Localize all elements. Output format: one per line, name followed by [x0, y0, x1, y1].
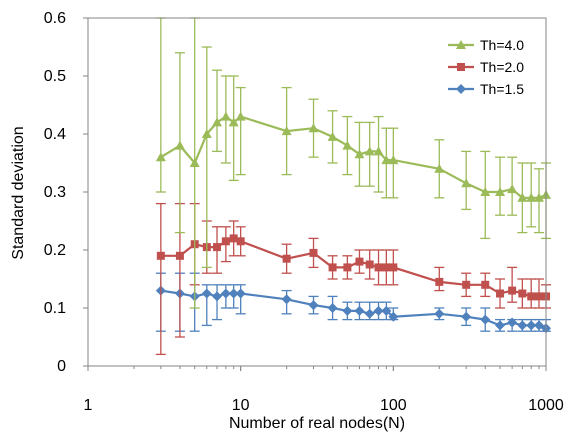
x-tick-label: 1000: [528, 397, 564, 414]
x-tick-label: 1: [84, 397, 93, 414]
data-point-diamond: [354, 305, 365, 316]
data-point-diamond: [507, 317, 518, 328]
data-point-square: [156, 251, 165, 260]
data-point-square: [343, 263, 352, 272]
data-point-diamond: [388, 311, 399, 322]
data-point-triangle: [212, 117, 223, 127]
data-point-square: [508, 286, 517, 295]
data-point-triangle: [456, 40, 466, 49]
data-point-diamond: [456, 84, 466, 94]
plot-area: [155, 17, 551, 356]
data-point-triangle: [388, 155, 399, 165]
y-axis-title: Standard deviation: [10, 126, 27, 259]
data-point-square: [282, 254, 291, 263]
y-tick-label: 0: [57, 358, 66, 375]
legend-entry: Th=1.5: [448, 81, 524, 97]
y-tick-label: 0.6: [44, 10, 66, 27]
data-point-triangle: [228, 117, 239, 127]
data-point-triangle: [308, 123, 319, 133]
data-point-triangle: [155, 152, 166, 162]
data-point-square: [462, 280, 471, 289]
data-point-diamond: [308, 300, 319, 311]
data-point-diamond: [381, 305, 392, 316]
data-point-diamond: [364, 308, 375, 319]
data-point-triangle: [480, 187, 491, 196]
data-point-square: [175, 251, 184, 260]
data-point-square: [229, 234, 238, 243]
data-point-diamond: [461, 311, 472, 322]
data-point-triangle: [461, 178, 472, 188]
data-point-diamond: [495, 320, 506, 331]
data-point-square: [236, 237, 245, 246]
data-point-triangle: [507, 184, 518, 194]
y-tick-label: 0.3: [44, 184, 66, 201]
data-point-diamond: [212, 291, 223, 302]
x-axis-title: Number of real nodes(N): [229, 415, 405, 432]
y-tick-label: 0.5: [44, 68, 66, 85]
data-point-triangle: [354, 149, 365, 159]
data-point-square: [481, 280, 490, 289]
series-group: [155, 17, 551, 356]
data-point-triangle: [174, 140, 185, 150]
data-point-diamond: [517, 320, 528, 331]
data-point-square: [365, 260, 374, 269]
data-point-square: [518, 289, 527, 298]
data-point-square: [213, 243, 222, 252]
data-point-triangle: [381, 155, 392, 165]
data-point-triangle: [220, 111, 231, 121]
data-point-triangle: [495, 187, 506, 196]
data-point-square: [221, 237, 230, 246]
data-point-triangle: [342, 140, 353, 150]
legend-entry: Th=4.0: [448, 37, 524, 53]
data-point-triangle: [373, 146, 384, 156]
data-point-diamond: [373, 305, 384, 316]
data-point-square: [328, 263, 337, 272]
data-point-square: [457, 63, 465, 71]
data-point-diamond: [434, 308, 445, 319]
data-point-square: [527, 292, 536, 301]
y-tick-label: 0.1: [44, 300, 66, 317]
data-point-diamond: [228, 288, 239, 299]
data-point-triangle: [327, 131, 338, 141]
series-th-4-0: [155, 17, 551, 309]
data-point-triangle: [534, 192, 545, 202]
data-point-triangle: [189, 158, 200, 167]
data-point-triangle: [364, 146, 375, 156]
legend-entry: Th=2.0: [448, 59, 524, 75]
legend: Th=4.0 Th=2.0 Th=1.5: [448, 37, 524, 97]
data-point-triangle: [235, 111, 246, 121]
data-point-square: [535, 292, 544, 301]
data-point-square: [389, 263, 398, 272]
legend-label: Th=2.0: [480, 59, 524, 75]
data-point-triangle: [526, 192, 537, 202]
data-point-diamond: [327, 303, 338, 313]
data-point-diamond: [281, 294, 292, 305]
y-tick-label: 0.2: [44, 242, 66, 259]
data-point-square: [309, 248, 318, 257]
data-point-square: [382, 263, 391, 272]
data-point-triangle: [517, 192, 528, 202]
legend-label: Th=1.5: [480, 81, 524, 97]
data-point-square: [374, 263, 383, 272]
x-tick-label: 100: [380, 397, 407, 414]
data-point-triangle: [281, 126, 292, 136]
data-point-diamond: [201, 288, 212, 299]
series-th-1-5: [155, 272, 551, 334]
y-tick-label: 0.4: [44, 126, 66, 143]
x-tick-label: 10: [232, 397, 250, 414]
data-point-triangle: [201, 129, 212, 138]
data-point-square: [435, 277, 444, 286]
data-point-triangle: [434, 163, 445, 173]
data-point-square: [496, 289, 505, 298]
data-point-square: [355, 257, 364, 266]
data-point-diamond: [342, 305, 353, 316]
data-point-diamond: [526, 320, 537, 331]
legend-label: Th=4.0: [480, 37, 524, 53]
data-point-diamond: [235, 288, 246, 299]
axes: 0 0.1 0.2 0.3 0.4 0.5 0.6 1 10 100 1000: [44, 10, 564, 414]
data-point-diamond: [480, 314, 491, 325]
data-point-diamond: [220, 288, 231, 299]
